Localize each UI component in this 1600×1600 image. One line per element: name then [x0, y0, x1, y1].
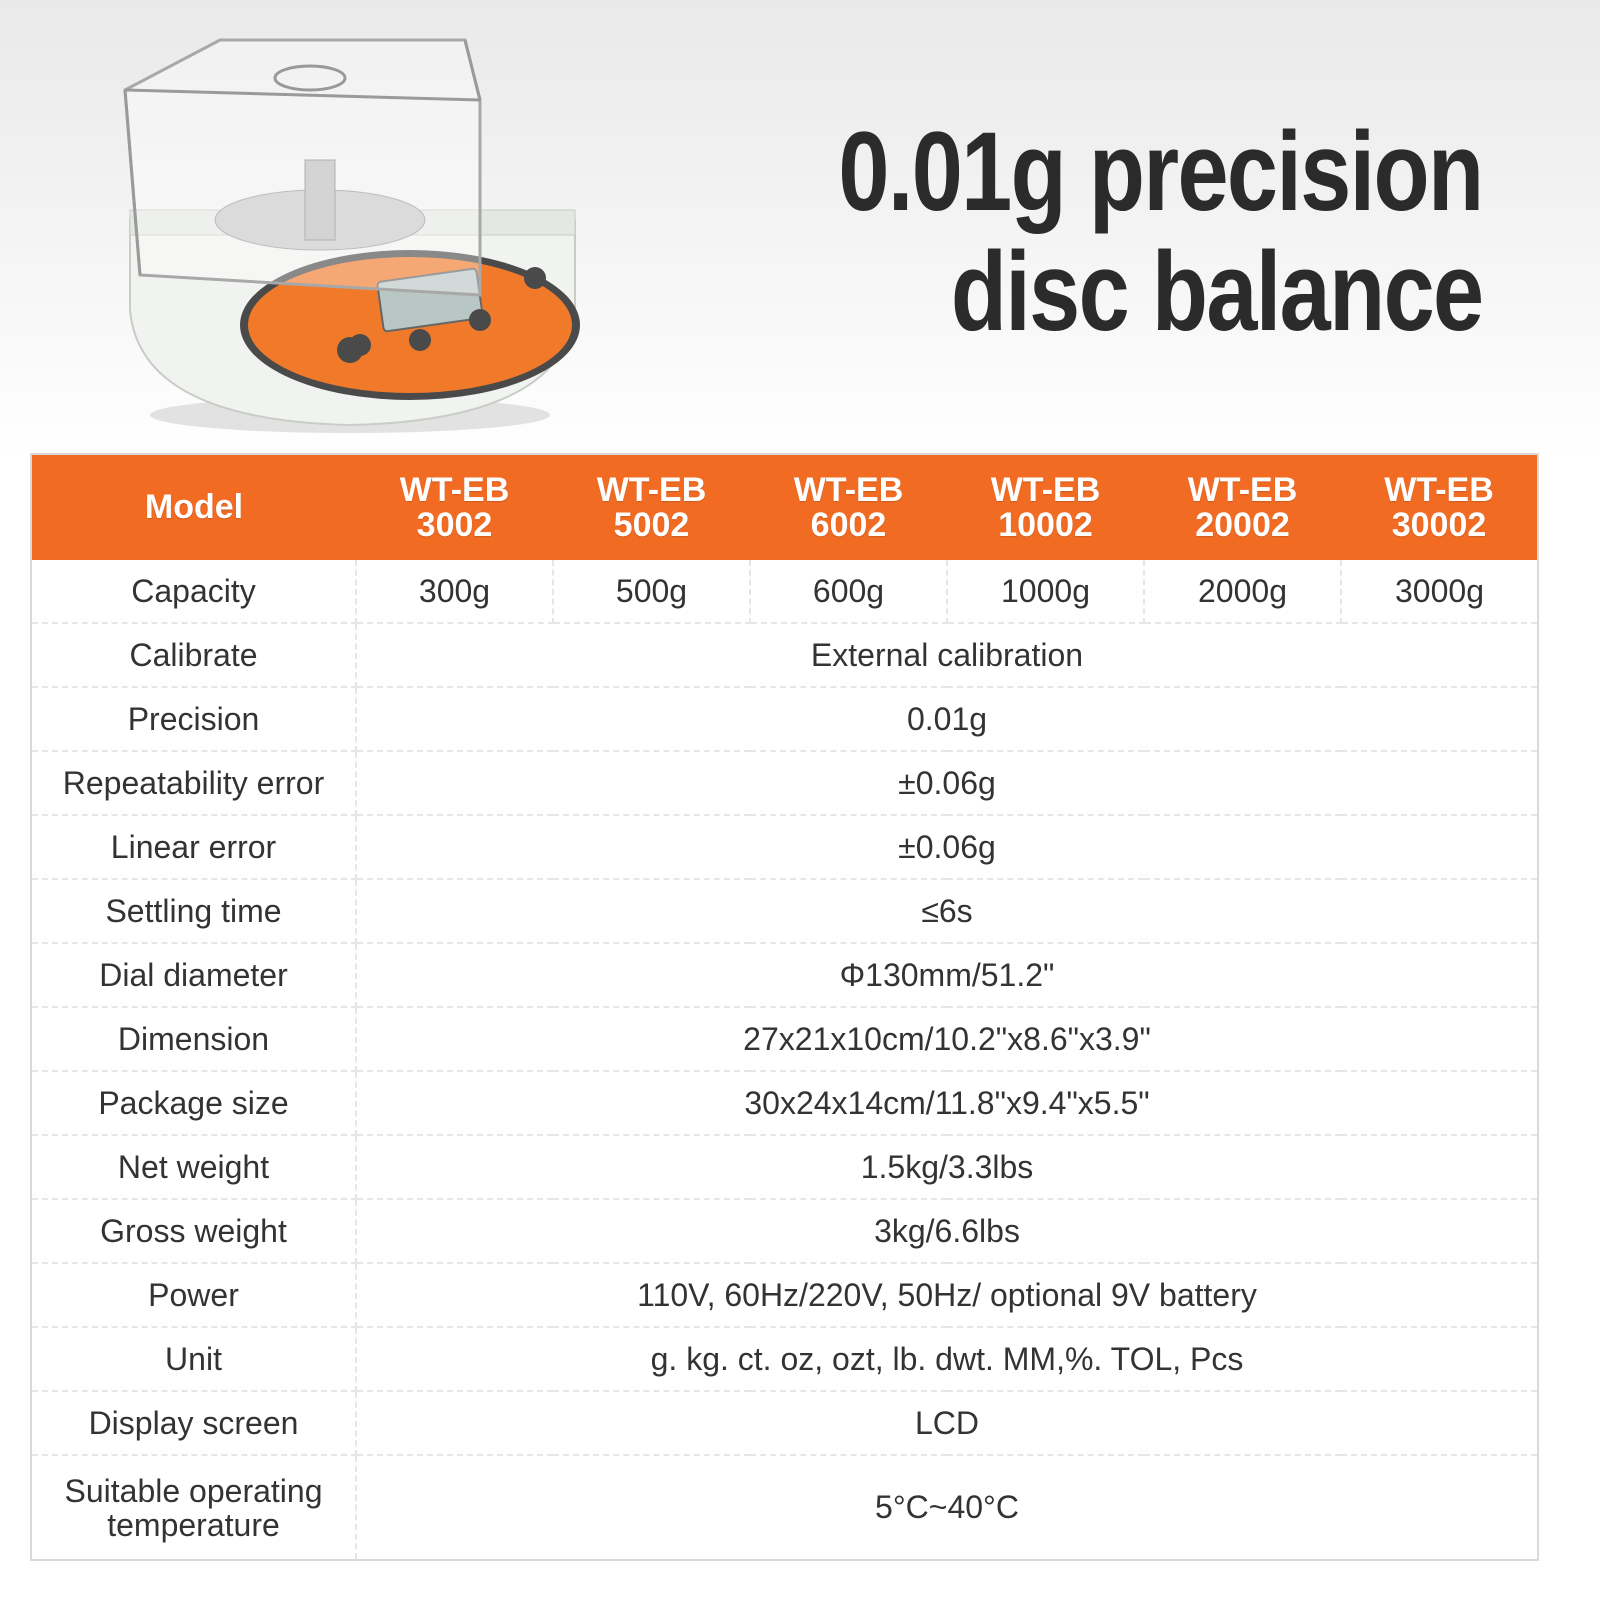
spec-value: LCD — [356, 1391, 1538, 1456]
spec-value: Φ130mm/51.2" — [356, 943, 1538, 1008]
model-cell: WT-EB 30002 — [1341, 454, 1538, 560]
spec-value: 1000g — [947, 560, 1145, 624]
spec-value: 300g — [356, 560, 554, 624]
row-label: Calibrate — [31, 623, 357, 688]
spec-value: 3000g — [1341, 560, 1538, 624]
title-line: 0.01g precision — [837, 109, 1484, 234]
model-line: 3002 — [416, 505, 493, 544]
title-line: disc balance — [950, 229, 1483, 354]
spec-row: Suitable operating temperature 5°C~40°C — [31, 1455, 1538, 1560]
spec-row: Display screen LCD — [31, 1391, 1538, 1456]
row-label: Dial diameter — [31, 943, 357, 1008]
spec-value: External calibration — [356, 623, 1538, 688]
model-line: WT-EB — [1187, 470, 1298, 509]
model-line: 20002 — [1195, 505, 1290, 544]
row-label: Linear error — [31, 815, 357, 880]
spec-value: 600g — [750, 560, 948, 624]
spec-row: Net weight 1.5kg/3.3lbs — [31, 1135, 1538, 1200]
spec-value: g. kg. ct. oz, ozt, lb. dwt. MM,%. TOL, … — [356, 1327, 1538, 1392]
spec-row: Unit g. kg. ct. oz, ozt, lb. dwt. MM,%. T… — [31, 1327, 1538, 1392]
row-label: Unit — [31, 1327, 357, 1392]
row-label: Power — [31, 1263, 357, 1328]
model-line: 6002 — [810, 505, 887, 544]
spec-row: Linear error ±0.06g — [31, 815, 1538, 880]
spec-row: Dimension 27x21x10cm/10.2"x8.6"x3.9" — [31, 1007, 1538, 1072]
model-line: WT-EB — [399, 470, 510, 509]
spec-value: 0.01g — [356, 687, 1538, 752]
spec-value: ±0.06g — [356, 751, 1538, 816]
row-label: Package size — [31, 1071, 357, 1136]
spec-row: Settling time ≤6s — [31, 879, 1538, 944]
model-cell: WT-EB 6002 — [750, 454, 947, 560]
row-label: Precision — [31, 687, 357, 752]
row-label: Capacity — [31, 560, 357, 624]
spec-row: Calibrate External calibration — [31, 623, 1538, 688]
spec-table: Model WT-EB 3002 WT-EB 5002 WT-EB 6002 WT-EB 100… — [30, 453, 1539, 1561]
spec-row: Dial diameter Φ130mm/51.2" — [31, 943, 1538, 1008]
spec-value: 3kg/6.6lbs — [356, 1199, 1538, 1264]
spec-value: 110V, 60Hz/220V, 50Hz/ optional 9V batte… — [356, 1263, 1538, 1328]
spec-row: Gross weight 3kg/6.6lbs — [31, 1199, 1538, 1264]
spec-value: 27x21x10cm/10.2"x8.6"x3.9" — [356, 1007, 1538, 1072]
row-label: Suitable operating temperature — [31, 1455, 357, 1560]
model-line: WT-EB — [596, 470, 707, 509]
spec-value: 2000g — [1144, 560, 1342, 624]
row-label: Net weight — [31, 1135, 357, 1200]
model-line: 5002 — [613, 505, 690, 544]
spec-row: Precision 0.01g — [31, 687, 1538, 752]
title: 0.01g precision disc balance — [697, 109, 1484, 354]
model-line: WT-EB — [793, 470, 904, 509]
spec-row: Package size 30x24x14cm/11.8"x9.4"x5.5" — [31, 1071, 1538, 1136]
spec-row: Capacity 300g 500g 600g 1000g 2000g 3000g — [31, 560, 1538, 624]
spec-value: 1.5kg/3.3lbs — [356, 1135, 1538, 1200]
model-line: WT-EB — [1384, 470, 1494, 509]
row-label: Settling time — [31, 879, 357, 944]
spec-value: ±0.06g — [356, 815, 1538, 880]
spec-row: Repeatability error ±0.06g — [31, 751, 1538, 816]
spec-value: ≤6s — [356, 879, 1538, 944]
product-image — [123, 38, 580, 433]
header-row: Model WT-EB 3002 WT-EB 5002 WT-EB 6002 WT-EB 100… — [31, 454, 1538, 560]
row-label: Gross weight — [31, 1199, 357, 1264]
corner-cell: Model — [31, 454, 356, 560]
model-line: WT-EB — [990, 470, 1101, 509]
row-label: Repeatability error — [31, 751, 357, 816]
model-cell: WT-EB 20002 — [1144, 454, 1341, 560]
model-line: 30002 — [1391, 505, 1487, 544]
spec-row: Power 110V, 60Hz/220V, 50Hz/ optional 9V … — [31, 1263, 1538, 1328]
spec-value: 500g — [553, 560, 751, 624]
spec-value: 30x24x14cm/11.8"x9.4"x5.5" — [356, 1071, 1538, 1136]
model-cell: WT-EB 5002 — [553, 454, 750, 560]
row-label: Display screen — [31, 1391, 357, 1456]
model-cell: WT-EB 10002 — [947, 454, 1144, 560]
row-label: Dimension — [31, 1007, 357, 1072]
model-cell: WT-EB 3002 — [356, 454, 553, 560]
model-line: 10002 — [998, 505, 1093, 544]
spec-value: 5°C~40°C — [875, 1489, 1019, 1525]
